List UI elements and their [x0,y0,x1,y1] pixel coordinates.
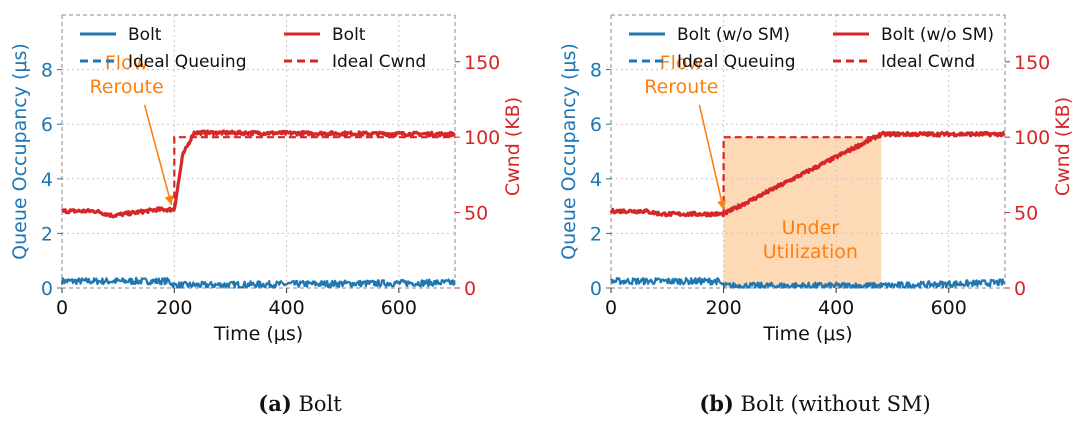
legend-label: Bolt [128,25,162,45]
x-tick-label: 200 [156,297,192,319]
flow-reroute-label: Flow [105,52,148,74]
flow-reroute-label: Reroute [644,76,718,98]
annotation-arrowhead [164,195,174,206]
y2-tick-label: 0 [464,278,476,300]
x-tick-label: 400 [268,297,304,319]
x-tick-label: 0 [56,297,68,319]
y2-tick-label: 0 [1014,278,1026,300]
series-queue-bolt- [60,276,456,289]
series-cwnd-bolt-w-o-sm- [609,130,1006,218]
y-tick-label: 2 [590,223,602,245]
legend-label: Ideal Queuing [677,52,796,72]
y2-tick-label: 50 [1014,203,1038,225]
y-tick-label: 6 [41,114,53,136]
series-queue-bolt-w-o-sm- [609,276,1005,289]
y-tick-label: 8 [41,60,53,82]
flow-reroute-label: Flow [660,52,703,74]
y-tick-label: 0 [590,278,602,300]
y-tick-label: 0 [41,278,53,300]
under-utilization-label: Utilization [763,241,858,263]
y-tick-label: 8 [590,60,602,82]
legend-label: Bolt (w/o SM) [881,25,994,45]
y2-tick-label: 50 [464,203,488,225]
legend-label: Bolt (w/o SM) [677,25,790,45]
y2-tick-label: 100 [1014,127,1050,149]
under-utilization-label: Under [782,217,840,239]
series-ideal-cwnd [722,136,882,215]
legend-label: Ideal Cwnd [332,52,426,72]
caption-label: (a) [258,391,291,416]
series-ideal-cwnd [173,136,455,210]
x-axis-label: Time (μs) [762,323,852,345]
legend-label: Bolt [332,25,366,45]
series-cwnd-bolt- [61,129,456,219]
caption-text: Bolt [292,392,342,416]
annotation-arrow [143,104,173,206]
y2-axis-label: Cwnd (KB) [502,97,524,196]
figure-caption: (b) Bolt (without SM) [699,391,930,416]
caption-label: (b) [699,391,734,416]
y2-tick-label: 150 [464,52,500,74]
x-tick-label: 200 [705,297,741,319]
figure-caption: (a) Bolt [258,391,342,416]
x-tick-label: 600 [381,297,417,319]
x-tick-label: 400 [818,297,854,319]
legend-label: Ideal Cwnd [881,52,975,72]
y-axis-label: Queue Occupancy (μs) [9,43,31,260]
y-tick-label: 6 [590,114,602,136]
x-tick-label: 600 [931,297,967,319]
y2-tick-label: 100 [464,127,500,149]
legend-label: Ideal Queuing [128,52,247,72]
flow-reroute-label: Reroute [89,76,163,98]
caption-text: Bolt (without SM) [734,392,931,416]
x-axis-label: Time (μs) [213,323,303,345]
under-utilization-region [723,137,882,288]
y2-axis-label: Cwnd (KB) [1052,97,1074,196]
x-tick-label: 0 [605,297,617,319]
y-tick-label: 4 [590,169,602,191]
y2-tick-label: 150 [1014,52,1050,74]
y-axis-label: Queue Occupancy (μs) [558,43,580,260]
annotation-arrowhead [717,199,726,210]
annotation-arrow [698,104,725,210]
y-tick-label: 2 [41,223,53,245]
y-tick-label: 4 [41,169,53,191]
